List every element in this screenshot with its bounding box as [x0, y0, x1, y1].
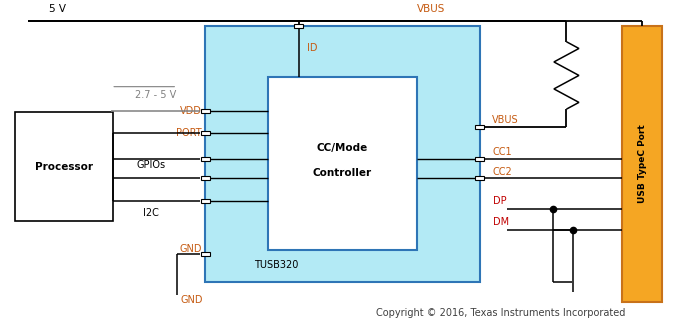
Bar — [205, 26, 480, 282]
Text: VDD: VDD — [180, 106, 202, 116]
Bar — [200, 131, 210, 135]
Bar — [622, 26, 662, 302]
Text: DP: DP — [493, 196, 507, 206]
Text: USB TypeC Port: USB TypeC Port — [638, 124, 646, 203]
Bar — [295, 23, 303, 28]
Text: ID: ID — [307, 43, 318, 53]
Text: CC1: CC1 — [492, 147, 512, 157]
Bar — [15, 112, 113, 221]
Text: Controller: Controller — [313, 168, 372, 178]
Bar — [268, 77, 417, 250]
Text: PORT: PORT — [176, 128, 202, 138]
Bar — [200, 157, 210, 161]
Text: GND: GND — [179, 244, 202, 254]
Bar — [475, 176, 484, 180]
Text: CC2: CC2 — [492, 167, 512, 177]
Bar — [475, 125, 484, 129]
Text: VBUS: VBUS — [492, 115, 518, 125]
Bar — [200, 252, 210, 256]
Text: DM: DM — [493, 217, 509, 227]
Text: 2.7 - 5 V: 2.7 - 5 V — [135, 90, 177, 100]
Bar — [200, 176, 210, 180]
Bar — [200, 198, 210, 203]
Text: GPIOs: GPIOs — [136, 160, 165, 170]
Text: VBUS: VBUS — [417, 4, 445, 14]
Text: Processor: Processor — [35, 162, 93, 172]
Text: CC/Mode: CC/Mode — [317, 143, 368, 153]
Text: I2C: I2C — [143, 208, 158, 219]
Text: TUSB320: TUSB320 — [254, 260, 298, 270]
Text: GND: GND — [181, 295, 203, 305]
Bar — [200, 108, 210, 113]
Text: 5 V: 5 V — [49, 4, 65, 14]
Bar — [475, 157, 484, 161]
Text: Copyright © 2016, Texas Instruments Incorporated: Copyright © 2016, Texas Instruments Inco… — [376, 308, 625, 318]
